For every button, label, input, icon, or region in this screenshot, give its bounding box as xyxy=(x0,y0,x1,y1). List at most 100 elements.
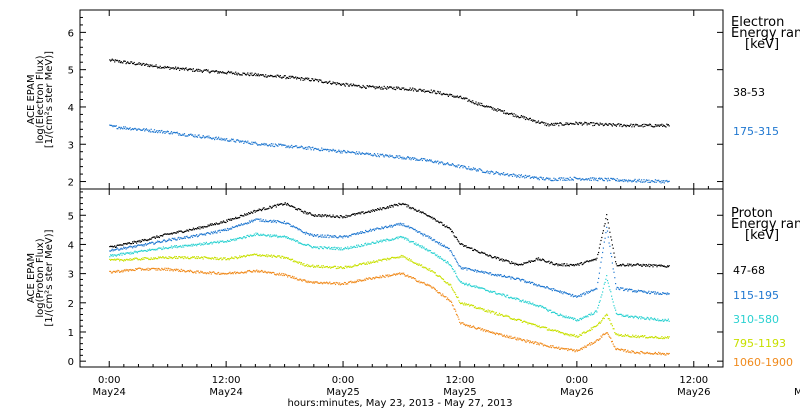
data-point xyxy=(268,220,270,222)
data-point xyxy=(572,264,574,266)
data-point xyxy=(205,256,207,258)
data-point xyxy=(489,291,491,293)
data-point xyxy=(395,237,397,239)
data-point xyxy=(155,241,157,243)
data-point xyxy=(541,259,543,261)
data-point xyxy=(252,141,255,143)
data-point xyxy=(558,290,560,292)
data-point xyxy=(383,156,385,158)
data-point xyxy=(272,221,274,223)
data-point xyxy=(602,230,604,232)
data-point xyxy=(135,64,137,66)
data-point xyxy=(111,248,113,250)
data-point xyxy=(217,230,219,232)
data-point xyxy=(201,136,203,138)
data-point xyxy=(550,288,553,290)
data-point xyxy=(551,123,553,125)
data-point xyxy=(300,243,302,245)
data-point xyxy=(548,179,550,181)
data-point xyxy=(218,136,220,138)
data-point xyxy=(264,144,266,146)
data-point xyxy=(349,215,351,217)
data-point xyxy=(237,225,239,227)
data-point xyxy=(634,264,636,266)
data-point xyxy=(192,271,194,273)
data-point xyxy=(569,263,571,266)
data-point xyxy=(534,284,536,286)
data-point xyxy=(427,268,429,270)
data-point xyxy=(401,256,403,258)
data-point xyxy=(360,153,363,155)
data-point xyxy=(205,226,207,228)
data-point xyxy=(615,309,617,311)
data-point xyxy=(396,273,398,276)
data-point xyxy=(342,217,344,219)
data-point xyxy=(166,247,169,250)
data-point xyxy=(309,80,311,82)
data-point xyxy=(114,271,117,273)
legend-title-line: Electron xyxy=(731,15,784,30)
data-point xyxy=(563,315,565,317)
data-point xyxy=(326,149,328,151)
data-point xyxy=(243,272,245,274)
data-point xyxy=(399,235,402,238)
data-point xyxy=(396,204,398,206)
data-point xyxy=(565,348,567,350)
data-point xyxy=(127,252,129,254)
data-point xyxy=(338,236,340,238)
data-point xyxy=(503,112,505,114)
data-point xyxy=(440,93,442,95)
data-point xyxy=(187,236,189,239)
data-point xyxy=(396,156,398,158)
data-point xyxy=(360,86,362,88)
data-point xyxy=(428,249,430,251)
data-point xyxy=(525,321,527,323)
data-point xyxy=(365,87,367,89)
data-point xyxy=(323,236,325,238)
data-point xyxy=(136,63,138,65)
data-point xyxy=(558,177,560,179)
data-point xyxy=(603,124,605,126)
data-point xyxy=(562,348,564,350)
data-point xyxy=(484,252,486,254)
data-point xyxy=(378,156,380,158)
data-point xyxy=(633,179,635,181)
data-point xyxy=(544,287,546,289)
data-point xyxy=(267,145,269,147)
data-point xyxy=(360,211,363,213)
data-point xyxy=(307,281,309,284)
data-point xyxy=(384,155,386,157)
data-point xyxy=(323,266,325,268)
data-point xyxy=(459,301,461,304)
data-point xyxy=(524,301,526,303)
data-point xyxy=(635,123,637,125)
data-point xyxy=(166,66,169,68)
data-point xyxy=(577,349,579,351)
data-point xyxy=(504,112,506,114)
data-point xyxy=(313,80,315,82)
data-point xyxy=(238,73,240,75)
data-point xyxy=(206,135,208,137)
data-point xyxy=(510,335,512,337)
data-point xyxy=(423,267,425,269)
data-point xyxy=(123,243,125,245)
data-point xyxy=(123,253,125,255)
data-point xyxy=(454,165,456,167)
data-point xyxy=(373,229,376,232)
data-point xyxy=(578,295,580,297)
data-point xyxy=(548,309,550,311)
data-point xyxy=(270,255,272,257)
data-point xyxy=(261,254,264,256)
data-point xyxy=(660,264,662,266)
data-point xyxy=(601,257,603,259)
data-point xyxy=(543,179,545,181)
data-point xyxy=(120,61,122,63)
data-point xyxy=(637,289,639,291)
data-point xyxy=(400,204,402,206)
data-point xyxy=(281,203,283,205)
data-point xyxy=(203,225,205,228)
data-point xyxy=(517,264,519,266)
data-point xyxy=(345,265,347,267)
data-point xyxy=(299,209,301,211)
data-point xyxy=(297,77,299,79)
